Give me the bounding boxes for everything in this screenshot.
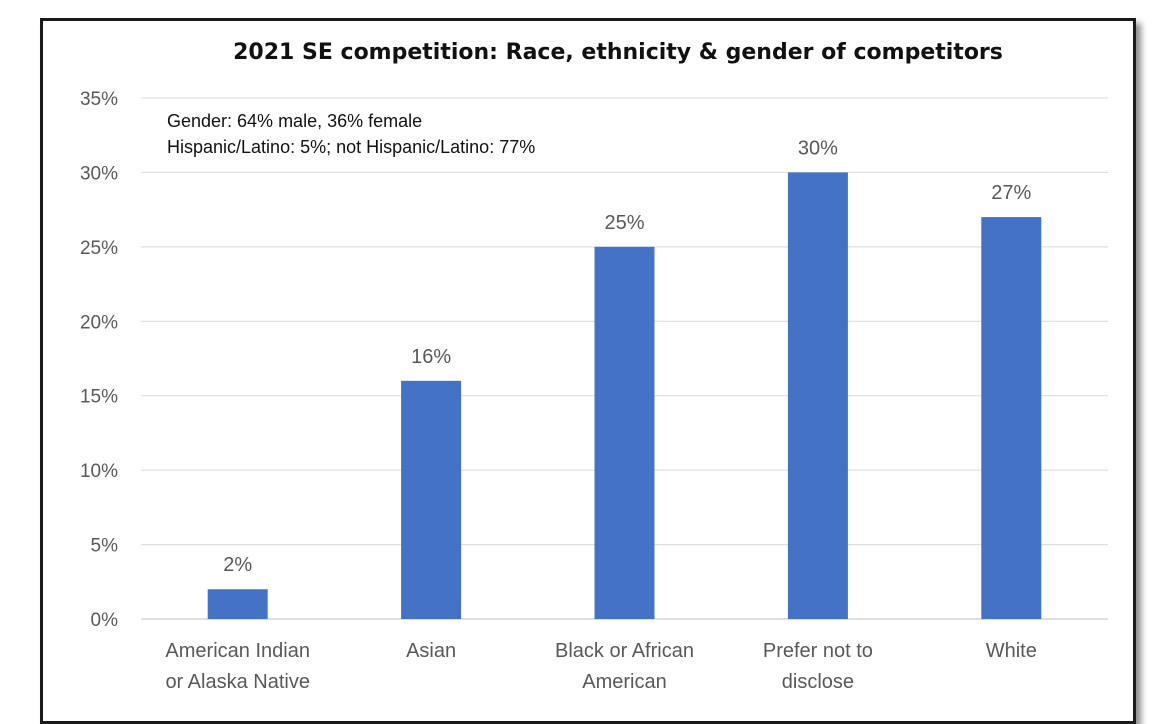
bar	[401, 380, 462, 619]
category-label: White	[986, 640, 1037, 662]
chart-title: 2021 SE competition: Race, ethnicity & g…	[233, 40, 1003, 65]
data-label: 30%	[798, 137, 838, 159]
bar-chart: 2021 SE competition: Race, ethnicity & g…	[80, 40, 1108, 693]
data-labels: 2% 16% 25% 30% 27%	[223, 137, 1031, 576]
y-tick-label: 5%	[91, 536, 119, 557]
category-label: American	[582, 671, 666, 693]
category-label: Black or African	[555, 640, 694, 662]
y-axis-ticks: 0% 5% 10% 15% 20% 25% 30% 35%	[80, 89, 118, 631]
category-label: Asian	[406, 640, 456, 662]
y-tick-label: 10%	[80, 461, 118, 482]
data-label: 27%	[991, 182, 1031, 204]
category-label: American Indian	[165, 640, 310, 662]
bar	[207, 589, 268, 619]
y-tick-label: 20%	[80, 312, 118, 333]
y-tick-label: 35%	[80, 89, 118, 110]
data-label: 2%	[223, 554, 252, 576]
y-tick-label: 0%	[91, 610, 119, 631]
y-tick-label: 30%	[80, 163, 118, 184]
data-label: 16%	[411, 346, 451, 368]
data-label: 25%	[604, 212, 644, 234]
category-label: Prefer not to	[763, 640, 873, 662]
y-tick-label: 15%	[80, 387, 118, 408]
x-axis-categories: American Indian or Alaska Native Asian Blac…	[165, 640, 1036, 693]
bar	[787, 172, 848, 619]
annotation-gender: Gender: 64% male, 36% female	[167, 111, 422, 131]
y-tick-label: 25%	[80, 238, 118, 259]
category-label: disclose	[782, 671, 854, 693]
annotation-ethnicity: Hispanic/Latino: 5%; not Hispanic/Latino…	[167, 137, 535, 157]
bars	[207, 172, 1042, 620]
category-label: or Alaska Native	[165, 671, 310, 693]
chart-frame: 2021 SE competition: Race, ethnicity & g…	[40, 18, 1136, 724]
bar	[981, 217, 1042, 620]
bar	[594, 246, 655, 619]
